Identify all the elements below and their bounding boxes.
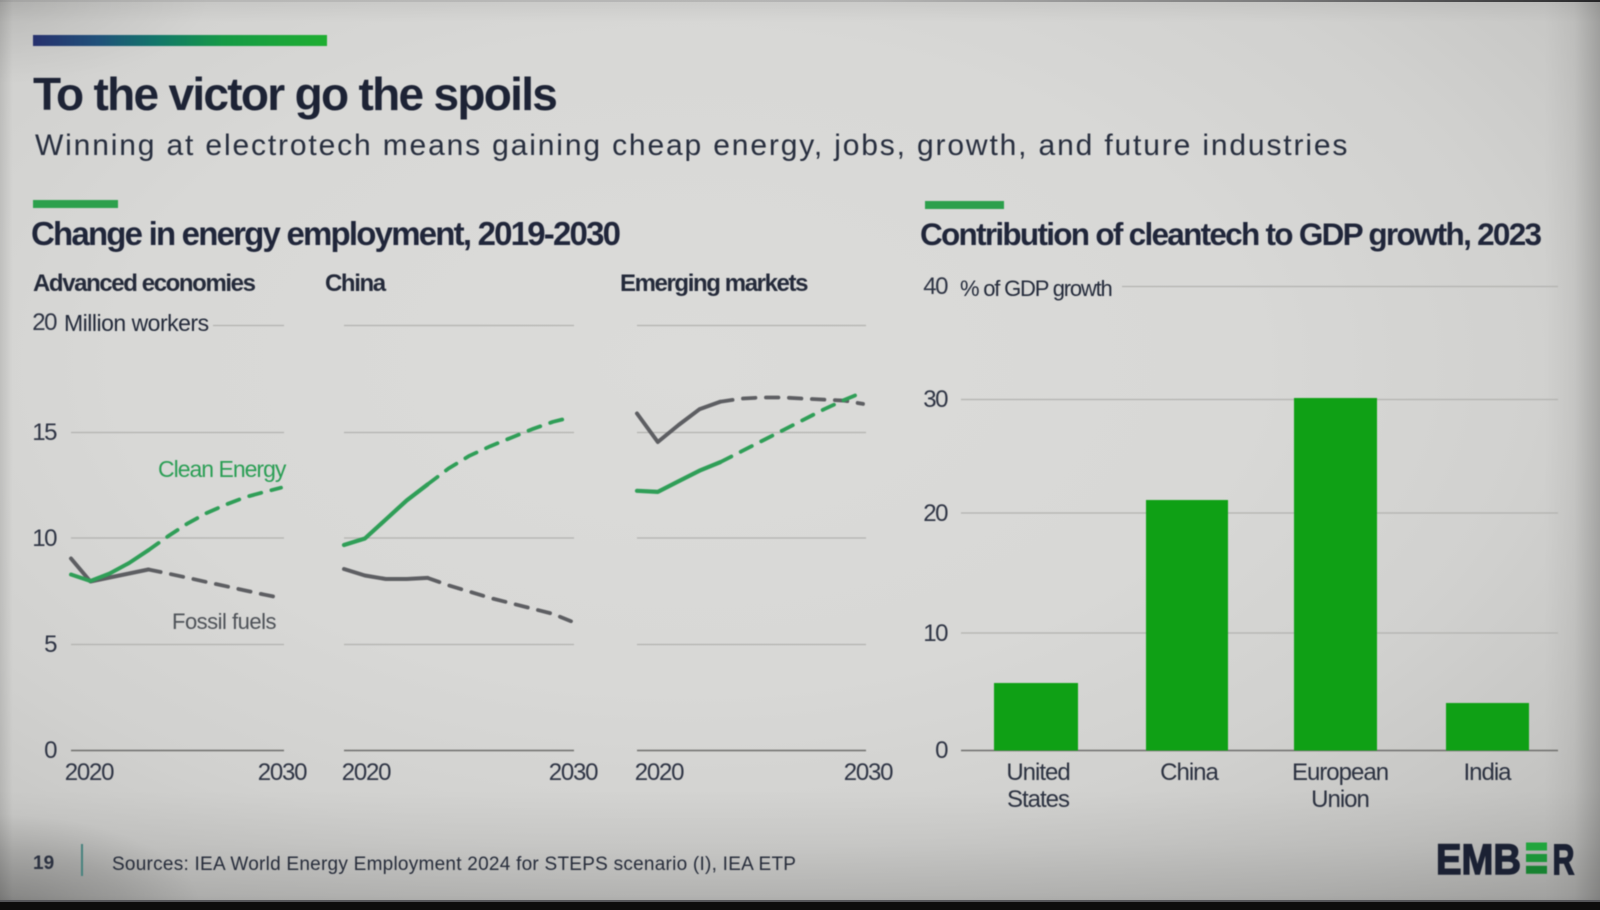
svg-text:EMB: EMB xyxy=(1436,836,1521,884)
svg-text:R: R xyxy=(1553,836,1575,884)
